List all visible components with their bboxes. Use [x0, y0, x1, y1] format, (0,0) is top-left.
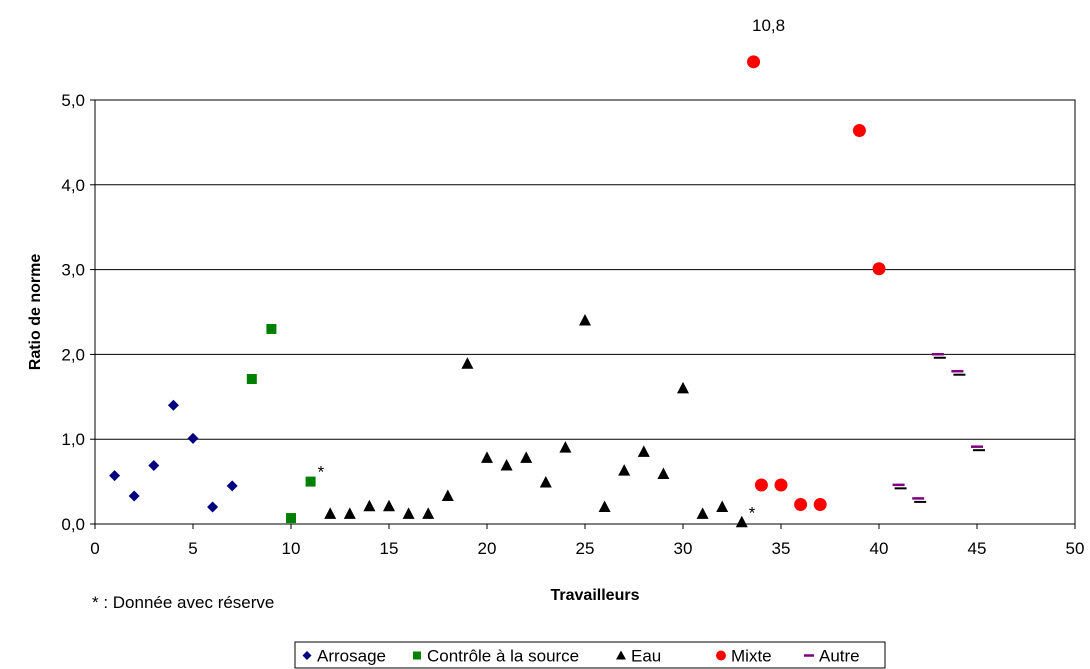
- data-point-arrosage: [187, 432, 199, 444]
- data-point-eau: [637, 445, 650, 457]
- data-point-controle-a-la-source: [246, 373, 257, 384]
- data-point-eau: [461, 357, 474, 369]
- y-tick-label: 4,0: [61, 176, 85, 195]
- data-point-autre: [951, 369, 966, 376]
- x-tick-label: 45: [968, 539, 987, 558]
- y-tick-label: 3,0: [61, 261, 85, 280]
- data-point-mixte: [754, 478, 768, 492]
- data-point-arrosage: [128, 490, 140, 502]
- x-tick-label: 25: [576, 539, 595, 558]
- legend-box: [294, 641, 886, 669]
- data-point-autre: [912, 497, 927, 503]
- data-point-eau: [500, 458, 513, 471]
- data-point-eau: [559, 441, 572, 453]
- y-tick-label: 1,0: [61, 430, 85, 449]
- legend-label-autre: Autre: [819, 647, 860, 666]
- data-point-mixte: [747, 55, 761, 69]
- x-tick-label: 40: [870, 539, 889, 558]
- data-point-eau: [716, 500, 729, 513]
- legend-marker-eau: [616, 650, 626, 660]
- x-tick-label: 50: [1066, 539, 1085, 558]
- legend-label-controle-a-la-source: Contrôle à la source: [427, 647, 579, 666]
- footnote: * : Donnée avec réserve: [92, 593, 274, 612]
- data-point-eau: [539, 475, 552, 488]
- data-point-mixte: [872, 262, 886, 276]
- asterisk-annotation: *: [749, 503, 756, 522]
- data-point-mixte: [813, 497, 827, 511]
- x-tick-label: 30: [674, 539, 693, 558]
- plot-area-frame: [94, 99, 1076, 525]
- legend-marker-controle-a-la-source: [413, 651, 421, 660]
- legend-marker-arrosage: [302, 651, 312, 660]
- gridlines: [95, 99, 1075, 440]
- x-tick-label: 15: [380, 539, 399, 558]
- data-point-arrosage: [109, 470, 121, 482]
- y-tick-label: 2,0: [61, 345, 85, 364]
- data-point-eau: [343, 507, 356, 519]
- x-tick-label: 0: [90, 539, 99, 558]
- data-point-mixte: [852, 124, 866, 138]
- asterisk-annotation: *: [318, 463, 325, 482]
- legend-label-eau: Eau: [631, 647, 661, 666]
- data-point-controle-a-la-source: [286, 513, 296, 524]
- data-point-eau: [579, 313, 591, 326]
- data-point-arrosage: [207, 501, 219, 513]
- annotations: 10,8 * *: [318, 16, 786, 522]
- data-point-controle-a-la-source: [305, 476, 316, 487]
- legend-label-arrosage: Arrosage: [317, 647, 386, 666]
- data-point-eau: [520, 451, 533, 463]
- x-tick-label: 5: [188, 539, 197, 558]
- x-tick-label: 20: [478, 539, 497, 558]
- data-point-eau: [618, 464, 631, 476]
- y-axis-title: Ratio de norme: [27, 254, 44, 371]
- legend-label-mixte: Mixte: [731, 647, 772, 666]
- data-point-eau: [598, 500, 611, 513]
- data-point-eau: [696, 507, 709, 519]
- data-point-eau: [657, 467, 670, 479]
- x-tick-label: 10: [282, 539, 301, 558]
- data-point-eau: [383, 499, 395, 512]
- data-point-eau: [402, 507, 415, 519]
- value-annotation: 10,8: [752, 16, 785, 35]
- data-point-autre: [931, 352, 946, 359]
- legend-marker-mixte: [716, 650, 726, 661]
- data-point-eau: [422, 507, 435, 519]
- data-point-autre: [971, 445, 985, 452]
- data-point-controle-a-la-source: [266, 323, 277, 334]
- data-point-arrosage: [226, 480, 238, 492]
- data-point-arrosage: [167, 399, 179, 411]
- data-point-eau: [441, 489, 454, 502]
- axis-ticks: 0,0 1,0 2,0 3,0 4,0 5,0 0 5 10 15 20 25 30 35 40 45 50: [61, 91, 1084, 558]
- data-point-mixte: [794, 497, 808, 511]
- data-point-arrosage: [148, 459, 160, 471]
- data-point-eau: [481, 451, 493, 463]
- data-point-mixte: [774, 478, 788, 492]
- data-point-eau: [324, 507, 337, 519]
- data-point-autre: [892, 483, 907, 490]
- data-point-eau: [677, 381, 689, 394]
- x-tick-label: 35: [772, 539, 791, 558]
- legend: Arrosage Contrôle à la source Eau Mixte Autr…: [294, 641, 886, 669]
- x-axis-title: Travailleurs: [551, 587, 640, 604]
- data-point-eau: [363, 499, 376, 512]
- y-tick-label: 0,0: [61, 515, 85, 534]
- y-tick-label: 5,0: [61, 91, 85, 110]
- data-point-eau: [735, 515, 748, 528]
- data-points: [109, 55, 985, 528]
